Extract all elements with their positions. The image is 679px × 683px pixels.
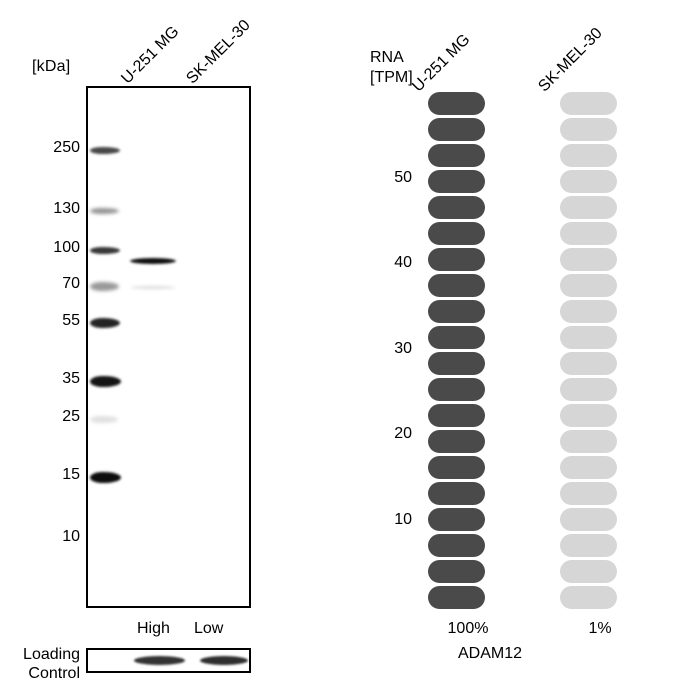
rna-segment [428,352,485,375]
rna-unit-line1: RNA [370,49,404,66]
rna-segment [428,378,485,401]
rna-segment [428,170,485,193]
ladder-band-70 [90,281,119,291]
rna-segment [428,534,485,557]
rna-segment [560,404,617,427]
ladder-band-250 [90,146,120,154]
rna-segment [560,352,617,375]
ladder-band-35 [90,375,121,387]
ladder-band-55 [90,318,120,328]
rna-unit-line2: [TPM] [370,69,413,86]
rna-percent-label-2: 1% [588,620,612,637]
rna-segment [428,560,485,583]
load-label-low: Low [194,620,224,637]
rna-segment [560,456,617,479]
ladder-band-25 [90,415,118,423]
rna-segment [560,378,617,401]
rna-segment [560,144,617,167]
rna-segment [428,326,485,349]
rna-segment [428,196,485,219]
ladder-band-15 [90,471,121,483]
loading-control-label: Loading Control [4,645,80,683]
rna-segment [560,586,617,609]
sample-band-1 [130,258,176,264]
western-blot-section: [kDa] U-251 MG SK-MEL-30 250 130 100 70 55 35 2… [0,0,340,682]
mw-label-35: 35 [62,370,80,387]
rna-segment [428,248,485,271]
rna-column-header-2: SK-MEL-30 [535,24,606,96]
rna-segment [428,222,485,245]
mw-label-10: 10 [62,528,80,545]
rna-percent-label-1: 100% [447,620,489,637]
ladder-band-130 [90,208,119,214]
mw-label-100: 100 [53,239,80,256]
mw-label-250: 250 [53,139,80,156]
rna-axis-tick-50: 50 [394,169,412,186]
rna-segment [428,144,485,167]
rna-segment [428,274,485,297]
rna-segment [560,560,617,583]
loading-control-label-line1: Loading [23,646,80,663]
rna-segment [560,508,617,531]
loading-control-label-line2: Control [28,665,80,682]
mw-label-130: 130 [53,200,80,217]
mw-label-25: 25 [62,408,80,425]
rna-segment [428,300,485,323]
rna-axis-tick-20: 20 [394,425,412,442]
rna-axis-tick-30: 30 [394,340,412,357]
rna-unit-label: RNA [TPM] [370,48,413,88]
rna-segment [428,508,485,531]
sample-band-2 [131,286,175,289]
rna-segment [560,170,617,193]
gene-name-label: ADAM12 [457,645,523,662]
rna-segment [560,222,617,245]
blot-lane-header-2: SK-MEL-30 [183,16,254,88]
rna-segment [560,92,617,115]
loading-control-panel [86,648,251,673]
rna-segment [560,274,617,297]
rna-segment [428,482,485,505]
mw-label-55: 55 [62,312,80,329]
rna-segment [428,92,485,115]
mw-label-15: 15 [62,466,80,483]
rna-expression-section: RNA [TPM] U-251 MG SK-MEL-30 50 40 30 20 10 1… [340,0,679,678]
rna-segment [428,586,485,609]
rna-segment [560,300,617,323]
rna-segment [428,118,485,141]
rna-segment [560,248,617,271]
loading-control-band-1 [134,656,185,665]
loading-control-band-2 [200,656,248,665]
rna-axis-tick-40: 40 [394,254,412,271]
load-label-high: High [137,620,170,637]
blot-lane-header-1: U-251 MG [118,23,183,88]
ladder-band-100 [90,246,120,254]
mw-label-column: 250 130 100 70 55 35 25 15 10 [14,86,80,608]
rna-stack-1 [428,92,485,612]
rna-segment [560,118,617,141]
rna-column-header-1: U-251 MG [409,31,474,96]
rna-segment [428,404,485,427]
mw-label-70: 70 [62,275,80,292]
rna-segment [428,456,485,479]
blot-panel [86,86,251,608]
rna-segment [560,326,617,349]
rna-axis-tick-10: 10 [394,511,412,528]
rna-segment [560,196,617,219]
rna-segment [428,430,485,453]
rna-segment [560,482,617,505]
rna-segment [560,430,617,453]
rna-stack-2 [560,92,617,612]
rna-segment [560,534,617,557]
kda-unit-label: [kDa] [32,58,71,75]
